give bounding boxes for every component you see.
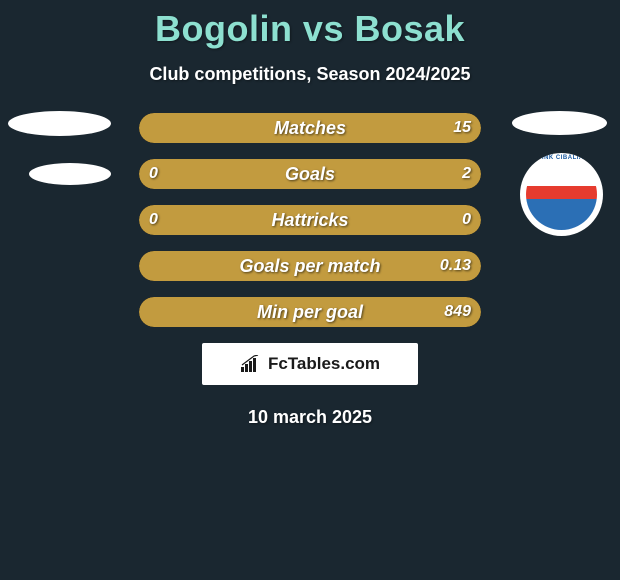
stat-label: Goals (139, 159, 481, 189)
stat-label: Goals per match (139, 251, 481, 281)
stat-right-value: 15 (453, 113, 471, 143)
chart-icon (240, 355, 262, 373)
club-logo-text: HNK CIBALIA (520, 155, 603, 161)
club-logo-shield (526, 159, 597, 230)
page-title: Bogolin vs Bosak (0, 0, 620, 50)
stats-area: HNK CIBALIA Matches 15 0 Goals 2 0 Hattr… (0, 113, 620, 428)
stat-right-value: 0 (462, 205, 471, 235)
stat-right-value: 2 (462, 159, 471, 189)
stat-label: Matches (139, 113, 481, 143)
page-subtitle: Club competitions, Season 2024/2025 (0, 64, 620, 85)
player-left-ellipse-1 (8, 111, 111, 136)
branding-box: FcTables.com (202, 343, 418, 385)
stat-right-value: 0.13 (440, 251, 471, 281)
stat-right-value: 849 (444, 297, 471, 327)
stat-label: Hattricks (139, 205, 481, 235)
footer-date: 10 march 2025 (0, 407, 620, 428)
stat-row-matches: Matches 15 (139, 113, 481, 143)
player-left-ellipse-2 (29, 163, 111, 185)
stat-row-min-per-goal: Min per goal 849 (139, 297, 481, 327)
stats-rows: Matches 15 0 Goals 2 0 Hattricks 0 Goals… (139, 113, 481, 327)
club-logo: HNK CIBALIA (520, 153, 603, 236)
player-right-ellipse-1 (512, 111, 607, 135)
stat-row-hattricks: 0 Hattricks 0 (139, 205, 481, 235)
branding-text: FcTables.com (268, 354, 380, 374)
stat-row-goals: 0 Goals 2 (139, 159, 481, 189)
stat-label: Min per goal (139, 297, 481, 327)
stat-row-goals-per-match: Goals per match 0.13 (139, 251, 481, 281)
